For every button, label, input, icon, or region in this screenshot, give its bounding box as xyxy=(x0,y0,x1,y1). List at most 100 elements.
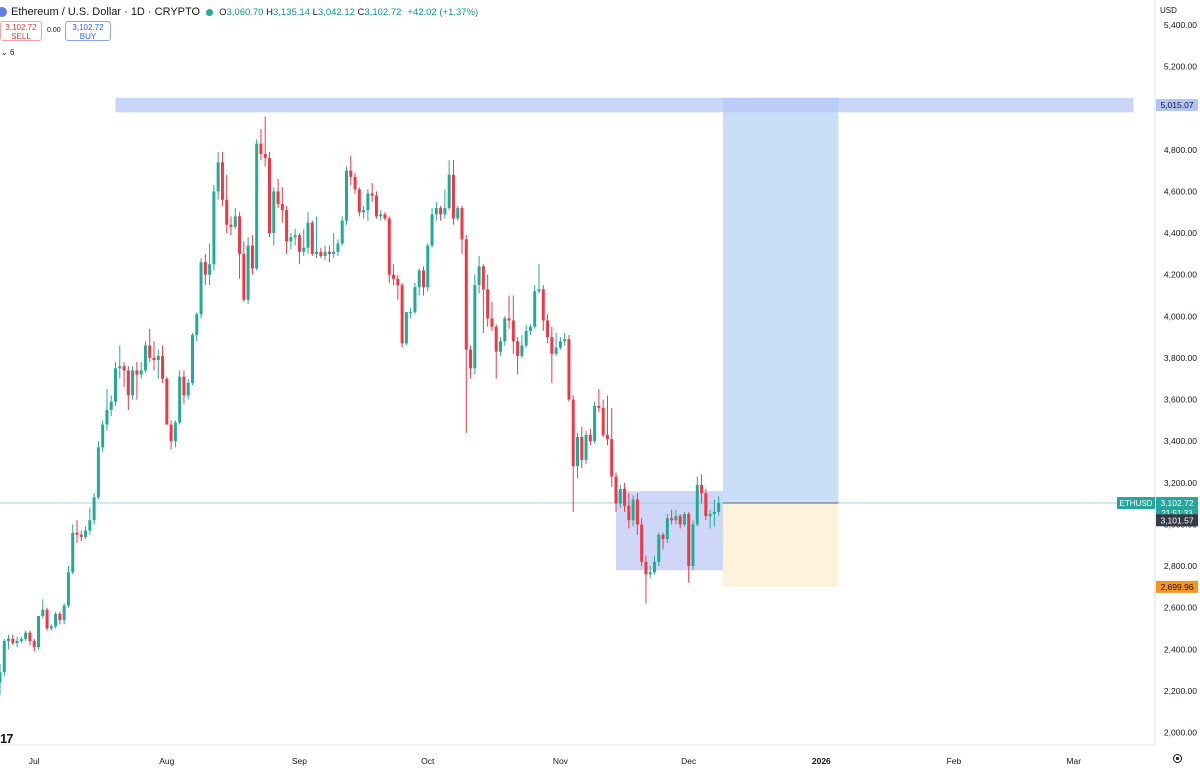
candle-body xyxy=(24,632,28,639)
candle-body xyxy=(708,514,712,517)
candle-body xyxy=(268,158,271,234)
open-label: O xyxy=(219,6,227,18)
candle-body xyxy=(387,218,391,275)
candle-body xyxy=(79,534,83,537)
dark-price-tag xyxy=(1156,514,1198,527)
candle-body xyxy=(434,208,438,215)
candle-body xyxy=(122,366,126,371)
price-tick-label: 4,600.00 xyxy=(1164,186,1197,196)
candle-body xyxy=(469,349,473,369)
indicators-toggle[interactable]: ⌄ 6 xyxy=(1,48,14,57)
candle-body xyxy=(186,382,190,396)
candle-body xyxy=(357,189,361,213)
candle-body xyxy=(302,247,306,252)
candle-body xyxy=(661,534,665,539)
price-tick-label: 2,400.00 xyxy=(1164,644,1197,654)
market-status-icon[interactable] xyxy=(206,8,214,16)
candle-body xyxy=(695,484,699,525)
candle-body xyxy=(285,210,289,242)
candle-body xyxy=(464,239,468,350)
candle-body xyxy=(426,245,430,288)
candle-body xyxy=(678,516,682,525)
candle-body xyxy=(238,216,242,254)
candle-body xyxy=(92,497,96,521)
buy-button[interactable]: 3,102.72 BUY xyxy=(65,21,111,41)
candle-body xyxy=(439,208,443,215)
time-tick-label: Feb xyxy=(947,756,962,766)
candle-body xyxy=(336,243,340,252)
sell-label: SELL xyxy=(11,32,31,41)
time-tick-label: Dec xyxy=(681,756,697,766)
candle-body xyxy=(32,640,36,648)
candle-body xyxy=(366,193,370,211)
stop-zone xyxy=(722,503,839,587)
close-value: 3,102.72 xyxy=(364,6,402,18)
candle-body xyxy=(507,318,511,321)
candle-body xyxy=(208,264,212,275)
candle-body xyxy=(597,405,601,408)
candle-body xyxy=(473,285,477,369)
candle-body xyxy=(627,505,631,521)
candle-body xyxy=(541,289,545,321)
candle-body xyxy=(126,370,130,396)
candle-body xyxy=(246,245,250,300)
candle-body xyxy=(443,208,447,215)
candle-body xyxy=(494,326,498,352)
candle-body xyxy=(614,476,618,504)
candle-body xyxy=(379,214,383,217)
candle-body xyxy=(96,447,100,498)
candle-body xyxy=(400,285,404,344)
candle-body xyxy=(546,320,550,338)
sell-button[interactable]: 3,102.72 SELL xyxy=(0,21,42,41)
candle-body xyxy=(255,143,259,269)
candle-body xyxy=(417,270,421,288)
candle-body xyxy=(345,170,348,221)
settings-gear-icon[interactable] xyxy=(1173,754,1182,763)
resistance-price-tag xyxy=(1156,99,1198,112)
target-zone xyxy=(722,97,839,504)
candle-body xyxy=(558,341,562,348)
candle-body xyxy=(58,613,62,621)
dark-price-label: 3,101.57 xyxy=(1160,515,1193,525)
candle-body xyxy=(588,434,592,442)
candle-body xyxy=(477,266,481,286)
candle-body xyxy=(665,518,669,539)
candle-body xyxy=(580,437,584,460)
symbol-title[interactable]: Ethereum / U.S. Dollar · 1D · CRYPTO xyxy=(11,6,201,18)
high-label: H xyxy=(266,6,273,18)
candle-body xyxy=(451,174,455,219)
candle-body xyxy=(537,289,541,292)
low-value: 3,042.12 xyxy=(317,6,355,18)
currency-label[interactable]: USD xyxy=(1160,6,1177,15)
candle-body xyxy=(571,399,575,467)
candle-body xyxy=(392,274,396,279)
candle-body xyxy=(199,262,203,315)
candle-body xyxy=(524,330,528,346)
tradingview-logo-icon[interactable]: 17 xyxy=(0,731,14,746)
price-tick-label: 3,200.00 xyxy=(1164,478,1197,488)
candle-body xyxy=(554,347,558,354)
candle-body xyxy=(712,511,716,515)
price-tick-label: 5,200.00 xyxy=(1164,62,1197,72)
candle-body xyxy=(19,638,23,641)
candle-body xyxy=(670,518,674,521)
candle-body xyxy=(41,609,45,616)
candle-body xyxy=(700,484,704,494)
candle-body xyxy=(75,532,79,535)
price-tick-label: 5,400.00 xyxy=(1164,20,1197,30)
candle-body xyxy=(143,345,147,371)
price-axis[interactable]: 2,000.00 2,200.00 2,400.00 2,600.00 2,800.00… xyxy=(1164,20,1197,738)
candle-body xyxy=(306,222,310,248)
time-axis[interactable]: Jul Aug Sep Oct Nov Dec 2026 Feb Mar xyxy=(29,756,1081,766)
time-tick-label: Jul xyxy=(29,756,40,766)
candle-body xyxy=(704,493,708,517)
candle-body xyxy=(674,516,678,521)
candle-body xyxy=(182,376,186,396)
spread-value: 0.00 xyxy=(47,27,61,34)
candle-body xyxy=(225,199,229,225)
candle-body xyxy=(7,638,11,641)
candle-body xyxy=(601,407,605,435)
candle-body xyxy=(533,291,537,327)
candle-body xyxy=(623,489,627,506)
